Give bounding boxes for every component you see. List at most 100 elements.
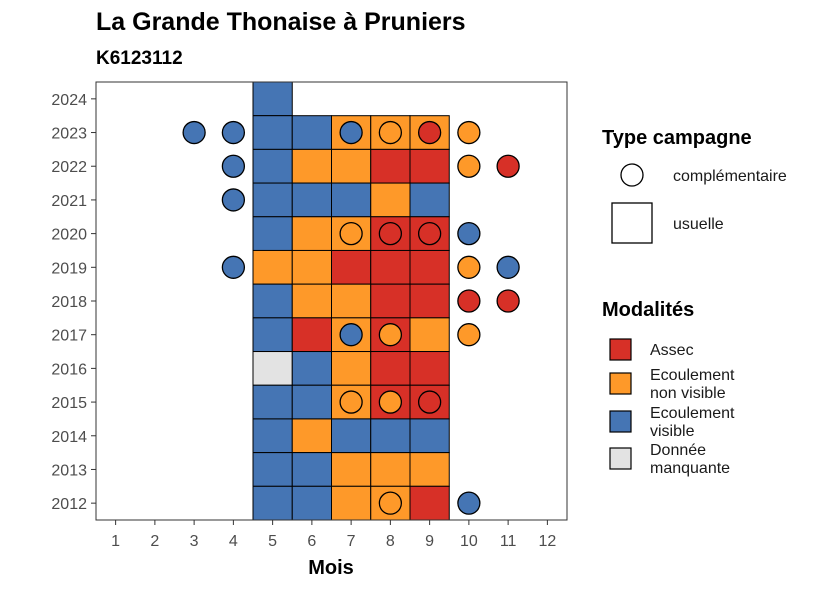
legend-label-square: usuelle [673,216,724,233]
x-tick-label-12: 12 [538,533,556,550]
point-2020-8-assec [378,221,403,246]
cell-2016-8-assec [370,351,411,386]
x-axis-title: Mois [308,557,354,579]
y-tick-label-2017: 2017 [51,328,87,345]
legend-modalites: Modalités Assec Ecoulement non visibleEcou… [602,299,735,477]
y-tick-label-2014: 2014 [51,429,87,446]
cell-2019-8-assec [370,249,411,285]
cell-2012-9-assec [409,485,450,521]
cell-2013-9-ecoulement-non-visible [409,452,450,487]
cell-2014-5-ecoulement-visible [252,418,293,454]
cell-2018-5-ecoulement-visible [252,283,293,319]
x-tick-label-11: 11 [500,533,517,550]
y-tick-label-2020: 2020 [51,227,87,244]
cell-2022-8-assec [370,148,411,184]
x-tick-label-7: 7 [347,533,356,550]
legend-swatch-assec [609,338,632,361]
cell-2019-6-ecoulement-non-visible [291,249,332,285]
point-2023-3-ecoulement-visible [182,120,206,145]
legend-key-circle [620,163,644,187]
cell-2015-6-ecoulement-visible [291,384,332,420]
cell-2020-5-ecoulement-visible [252,216,293,251]
cell-2014-6-ecoulement-non-visible [291,418,332,454]
y-tick-label-2012: 2012 [51,496,87,513]
x-tick-label-8: 8 [386,533,395,550]
y-tick-label-2021: 2021 [51,193,87,210]
y-tick-label-2023: 2023 [51,126,87,143]
cell-2024-5-ecoulement-visible [252,81,293,117]
legend-swatch-ecoulement-visible [609,410,632,433]
y-tick-label-2024: 2024 [51,92,87,109]
point-2023-8-ecoulement-non-visible [378,120,403,145]
y-tick-label-2015: 2015 [51,395,87,412]
point-2017-7-ecoulement-visible [339,323,363,347]
cell-2023-5-ecoulement-visible [252,115,293,150]
point-2017-10-ecoulement-non-visible [457,323,481,347]
cell-2021-5-ecoulement-visible [252,182,293,218]
x-tick-label-6: 6 [307,533,316,550]
cell-2014-9-ecoulement-visible [409,418,450,454]
cell-2017-9-ecoulement-non-visible [409,317,450,353]
point-2019-4-ecoulement-visible [221,255,246,279]
y-axis: 2012 2013 2014 2015 2016 2017 2018 2019 2020 2021… [51,92,96,513]
point-2015-7-ecoulement-non-visible [339,390,363,414]
point-2020-10-ecoulement-visible [457,221,481,246]
y-tick-label-2013: 2013 [51,462,87,479]
legend-swatch-ecoulement-non-visible [609,372,632,395]
point-2012-8-ecoulement-non-visible [378,491,403,515]
cell-2022-7-ecoulement-non-visible [331,148,372,184]
point-2018-11-assec [496,289,520,313]
cell-layer [252,81,450,521]
legend-label-ecoulement-non-visible: Ecoulement non visible [650,367,735,402]
legend-label-ecoulement-visible: Ecoulement visible [650,405,735,440]
point-2018-10-assec [457,289,481,313]
point-2019-11-ecoulement-visible [496,255,520,279]
x-axis: 1 2 3 4 5 6 7 8 9 10 11 12 [111,520,556,550]
cell-2014-7-ecoulement-visible [331,418,372,454]
cell-2013-6-ecoulement-visible [291,452,332,487]
legend-label-donn-e-manquante: Donnée manquante [650,442,730,477]
legend-label-circle: complémentaire [673,168,787,185]
cell-2013-8-ecoulement-non-visible [370,452,411,487]
cell-2021-8-ecoulement-non-visible [370,182,411,218]
y-tick-label-2018: 2018 [51,294,87,311]
legend-swatch-donn-e-manquante [609,447,632,470]
cell-2023-6-ecoulement-visible [291,115,332,150]
y-tick-label-2016: 2016 [51,361,87,378]
cell-2012-7-ecoulement-non-visible [331,485,372,521]
cell-2019-7-assec [331,249,372,285]
cell-2015-5-ecoulement-visible [252,384,293,420]
cell-2016-7-ecoulement-non-visible [331,351,372,386]
point-2015-9-assec [417,390,442,414]
cell-2021-9-ecoulement-visible [409,182,450,218]
cell-2014-8-ecoulement-visible [370,418,411,454]
cell-2018-7-ecoulement-non-visible [331,283,372,319]
cell-2018-9-assec [409,283,450,319]
y-tick-label-2019: 2019 [51,260,87,277]
legend-title-modalites: Modalités [602,299,694,321]
point-2023-7-ecoulement-visible [339,120,363,145]
legend-title-type-campagne: Type campagne [602,127,752,149]
point-2022-10-ecoulement-non-visible [457,154,481,178]
x-tick-label-1: 1 [111,533,120,550]
cell-2018-8-assec [370,283,411,319]
x-tick-label-4: 4 [229,533,238,550]
chart-title: La Grande Thonaise à Pruniers [96,8,466,36]
x-tick-label-3: 3 [190,533,199,550]
cell-2013-7-ecoulement-non-visible [331,452,372,487]
chart-subtitle: K6123112 [96,48,183,69]
cell-2022-6-ecoulement-non-visible [291,148,332,184]
cell-2017-5-ecoulement-visible [252,317,293,353]
cell-2022-5-ecoulement-visible [252,148,293,184]
cell-2016-9-assec [409,351,450,386]
cell-2012-5-ecoulement-visible [252,485,293,521]
cell-2021-7-ecoulement-visible [331,182,372,218]
y-tick-label-2022: 2022 [51,159,87,176]
cell-2018-6-ecoulement-non-visible [291,283,332,319]
cell-2020-6-ecoulement-non-visible [291,216,332,251]
cell-2019-9-assec [409,249,450,285]
point-2023-9-assec [417,120,442,145]
legend-type-campagne: Type campagne complémentaire usuelle [602,127,787,244]
legend-label-assec: Assec [650,342,694,359]
